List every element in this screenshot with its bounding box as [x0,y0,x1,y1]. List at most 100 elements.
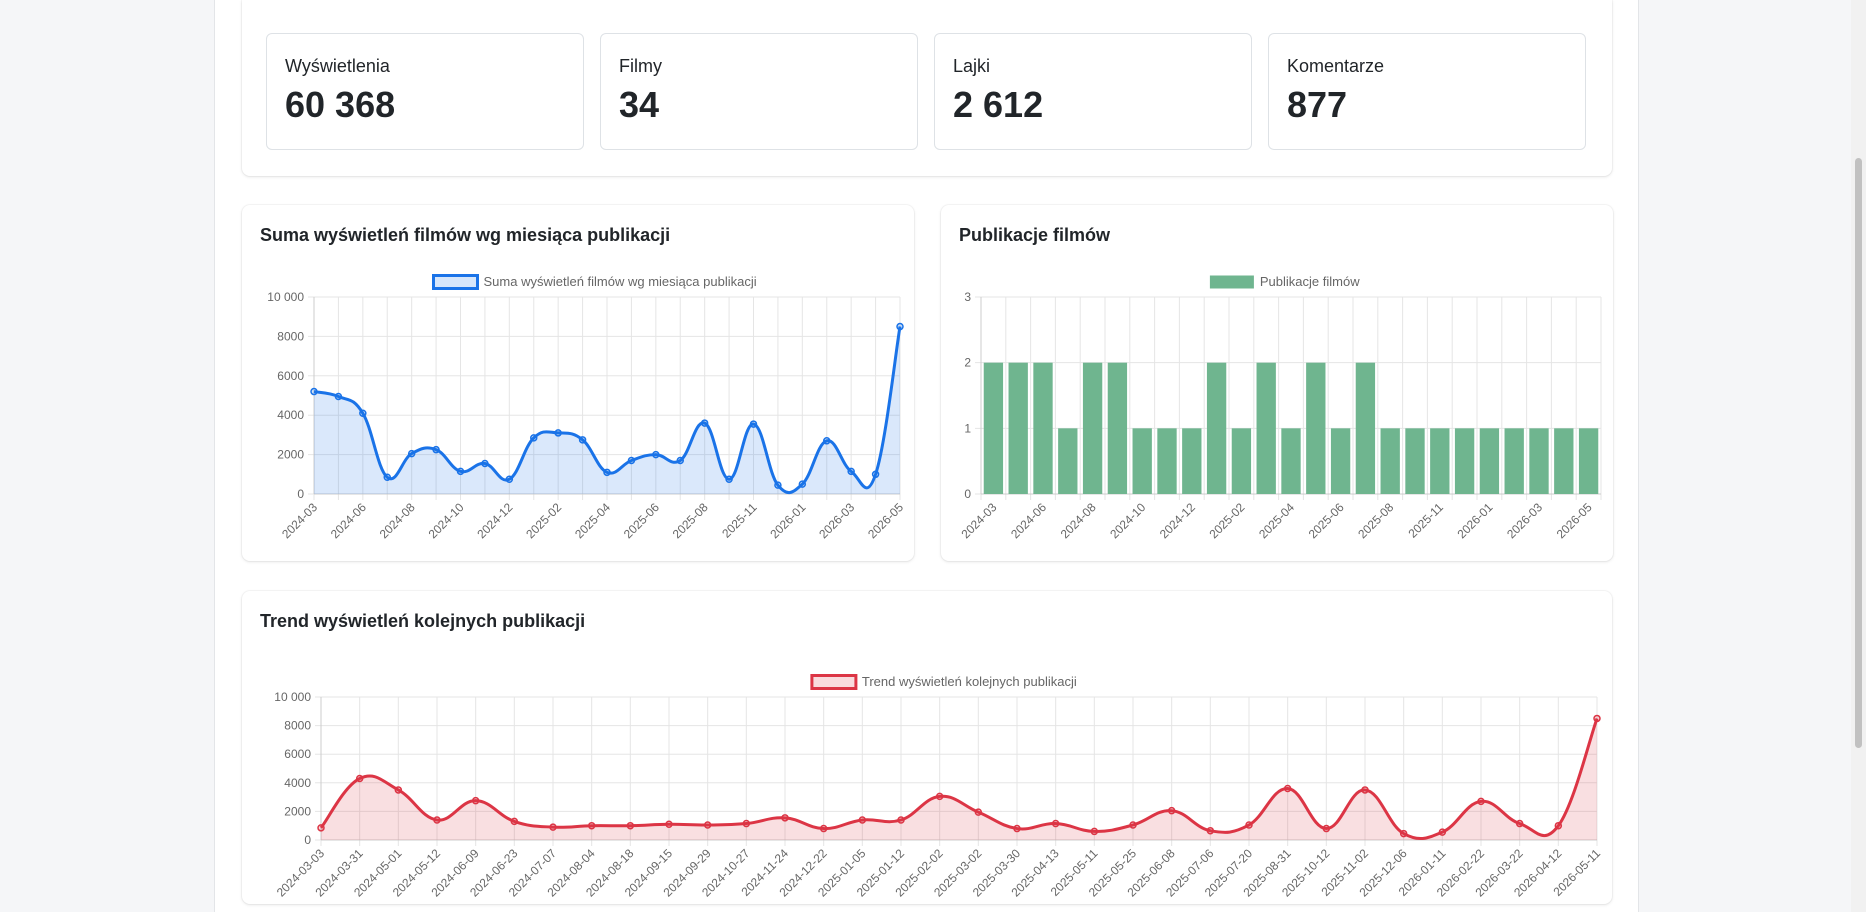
data-point [774,481,782,489]
data-point [819,824,828,833]
data-point [974,808,983,816]
x-tick-label: 2026-03 [816,500,857,541]
monthly-views-card: Suma wyświetleń filmów wg miesiąca publi… [242,205,914,561]
data-point [510,817,519,826]
stat-value: 877 [1287,84,1348,125]
bar [1058,428,1078,494]
stat-value: 2 612 [953,84,1044,125]
bar [1157,428,1177,494]
data-point [359,409,367,417]
stat-label: Wyświetlenia [285,56,390,76]
data-point [471,796,480,805]
data-point [1477,797,1485,806]
legend-label: Trend wyświetleń kolejnych publikacji [862,674,1077,689]
publications-card: Publikacje filmów Publikacje filmów 0 1 2 3 2… [941,205,1613,561]
data-point [1245,821,1253,829]
y-tick-label: 6000 [284,747,311,761]
data-point [1593,714,1601,723]
trend-chart: Trend wyświetleń kolejnych publikacji 0 20… [274,674,1603,900]
trend-card: Trend wyświetleń kolejnych publikacji Tr… [242,591,1612,904]
bar [1231,428,1252,494]
x-tick-label: 2025-08 [1355,500,1396,541]
scrollbar-thumb[interactable] [1855,158,1862,748]
stat-value: 60 368 [285,84,396,125]
bar [1430,428,1450,494]
y-tick-label: 3 [964,290,971,304]
data-point [725,475,733,483]
x-tick-label: 2024-06 [1008,500,1049,541]
x-tick-label: 2026-03 [1504,500,1545,541]
x-tick-label: 2024-08 [1058,500,1099,541]
bar [1504,428,1524,494]
y-tick-label: 4000 [277,408,304,422]
x-tick-label: 2024-12 [1157,500,1198,541]
y-tick-label: 0 [964,487,971,501]
bar [1206,362,1227,494]
stat-label: Komentarze [1287,56,1385,76]
x-tick-label: 2025-06 [1306,500,1347,541]
data-point [432,445,440,454]
stat-comments: Komentarze 877 [1268,33,1586,150]
series-line [313,326,902,494]
data-point [1051,819,1060,828]
data-point [1399,829,1408,838]
x-tick-label: 2024-10 [426,500,467,541]
x-tick-label: 2024-03 [958,500,999,541]
x-tick-label: 2025-11 [1406,500,1447,541]
x-tick-label: 2026-01 [1454,500,1495,541]
data-point [1554,821,1563,830]
data-point [935,792,944,801]
x-tick-label: 2025-04 [1256,500,1297,541]
bar [1107,362,1128,494]
data-point [1206,826,1215,835]
bar [1529,428,1549,494]
data-point [394,786,403,794]
data-point [578,436,587,444]
data-point [317,824,325,832]
data-point [742,819,751,828]
data-point [823,437,831,445]
data-point [665,820,673,829]
series-area [321,718,1597,840]
y-tick-label: 2 [964,356,971,370]
x-tick-label: 2024-10 [1107,500,1148,541]
dashboard-page: Wyświetlenia 60 368 Filmy 34 Lajki 2 612… [214,0,1639,912]
data-point [627,456,636,465]
data-point [1283,784,1292,793]
series-line [319,717,1599,841]
data-point [1438,828,1447,836]
legend-swatch [1209,275,1254,289]
data-point [1129,821,1137,829]
data-point [433,816,441,824]
data-point [676,456,684,465]
page-scrollbar[interactable] [1851,0,1866,912]
y-tick-label: 2000 [277,448,304,462]
x-tick-label: 2026-05 [865,500,906,541]
x-tick-label: 2024-03 [279,500,320,541]
legend-label: Publikacje filmów [1260,274,1360,289]
stat-views: Wyświetlenia 60 368 [266,33,584,150]
bar [1554,428,1574,494]
legend-swatch [810,674,858,690]
x-tick-label: 2025-08 [670,500,711,541]
y-tick-label: 4000 [284,776,311,790]
y-tick-label: 0 [304,833,311,847]
data-point [1361,786,1369,794]
data-point [700,419,709,427]
x-tick-label: 2025-06 [621,500,662,541]
y-tick-label: 10 000 [267,290,304,304]
data-point [549,823,557,831]
bar [1405,428,1425,494]
legend-swatch [432,274,479,290]
bar [1306,362,1326,494]
x-tick-label: 2025-04 [572,500,613,541]
bar [983,362,1004,494]
y-tick-label: 2000 [284,804,311,818]
bar [1454,428,1475,494]
bar [1182,428,1202,494]
data-point [1013,824,1021,833]
x-tick-label: 2024-12 [474,500,515,541]
data-point [1090,827,1099,836]
data-point [554,429,562,437]
